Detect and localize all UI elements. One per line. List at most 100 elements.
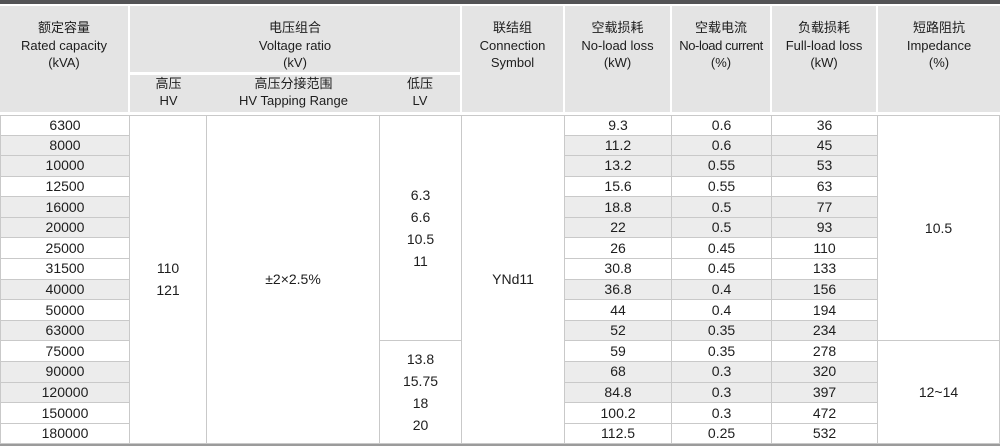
header-line-en: HV [159,93,178,108]
header-line-zh: 额定容量 [37,20,90,35]
cell-no-load-loss: 26 [565,238,673,260]
cell-lv-voltage-group2: 13.8 15.75 18 20 [380,341,463,445]
header-line-unit: (kVA) [48,55,80,70]
cell-no-load-loss: 112.5 [565,423,673,445]
header-line-en: Symbol [490,55,535,70]
cell-no-load-current: 0.25 [672,423,773,445]
cell-rated-capacity: 40000 [0,279,130,301]
cell-full-load-loss: 93 [772,217,879,239]
cell-no-load-loss: 36.8 [565,279,673,301]
table-row: 8000 11.2 0.6 45 [0,135,1000,157]
table-top-border [0,0,1000,4]
header-line-zh: 短路阻抗 [913,20,966,35]
cell-rated-capacity: 180000 [0,423,130,445]
cell-full-load-loss: 532 [772,423,879,445]
cell-full-load-loss: 234 [772,320,879,342]
header-line-en: Voltage ratio [258,37,332,53]
header-line-zh: 负载损耗 [798,20,851,35]
cell-impedance-group1: 10.5 [878,114,1001,342]
header-line-en: No-load loss [581,37,654,53]
header-line-unit: (%) [710,55,732,70]
cell-full-load-loss: 53 [772,156,879,177]
table-row: 150000 100.2 0.3 472 [0,403,1000,424]
header-line-en: Rated capacity [21,37,107,53]
header-line-zh: 联结组 [493,20,533,35]
cell-no-load-current: 0.3 [672,382,773,404]
cell-full-load-loss: 110 [772,238,879,260]
header-line-unit: (%) [928,55,950,70]
cell-no-load-current: 0.4 [672,300,773,321]
table-row: 180000 112.5 0.25 532 [0,423,1000,445]
cell-no-load-loss: 30.8 [565,259,673,280]
header-line-en: Full-load loss [785,37,863,53]
cell-no-load-current: 0.35 [672,341,773,363]
col-header-voltage-ratio-group: 电压组合 Voltage ratio (kV) [130,6,463,75]
cell-rated-capacity: 6300 [0,114,130,136]
cell-rated-capacity: 12500 [0,176,130,198]
cell-hv-tapping-range: ±2×2.5% [207,114,380,445]
col-header-rated-capacity: 额定容量 Rated capacity (kVA) [0,6,130,115]
cell-no-load-loss: 68 [565,362,673,383]
cell-no-load-current: 0.6 [672,135,773,157]
table-row: 25000 26 0.45 110 [0,238,1000,260]
table-row: 75000 13.8 15.75 18 20 59 0.35 278 12~14 [0,341,1001,445]
cell-rated-capacity: 8000 [0,135,130,157]
col-header-full-load-loss: 负载损耗 Full-load loss (kW) [772,6,879,115]
table-row: 90000 68 0.3 320 [0,362,1000,383]
cell-no-load-loss: 15.6 [565,176,673,198]
header-line-zh: 高压 [155,75,182,91]
cell-no-load-current: 0.5 [672,197,773,218]
cell-no-load-current: 0.3 [672,362,773,383]
col-header-connection-symbol: 联结组 Connection Symbol [462,6,566,115]
col-header-lv: 低压 LV [380,74,463,115]
table-row: 12500 15.6 0.55 63 [0,176,1000,198]
cell-no-load-loss: 59 [565,341,673,363]
cell-no-load-loss: 11.2 [565,135,673,157]
cell-no-load-current: 0.55 [672,156,773,177]
cell-rated-capacity: 50000 [0,300,130,321]
cell-impedance-group2: 12~14 [878,341,1001,445]
header-line-en: Connection [479,37,546,53]
cell-no-load-loss: 52 [565,320,673,342]
col-header-hv: 高压 HV [130,74,207,115]
cell-no-load-current: 0.45 [672,259,773,280]
table-row: 20000 22 0.5 93 [0,217,1000,239]
cell-no-load-loss: 18.8 [565,197,673,218]
cell-no-load-loss: 84.8 [565,382,673,404]
header-line-unit: (kV) [283,55,307,70]
cell-rated-capacity: 20000 [0,217,130,239]
header-line-zh: 空载电流 [695,20,748,35]
cell-hv-voltage: 110 121 [130,114,207,445]
cell-full-load-loss: 397 [772,382,879,404]
col-header-impedance: 短路阻抗 Impedance (%) [878,6,1001,115]
cell-full-load-loss: 133 [772,259,879,280]
cell-rated-capacity: 75000 [0,341,130,363]
cell-full-load-loss: 320 [772,362,879,383]
table-row: 50000 44 0.4 194 [0,300,1000,321]
header-line-zh: 电压组合 [269,20,322,35]
header-line-en: Impedance [906,37,972,53]
cell-rated-capacity: 90000 [0,362,130,383]
cell-no-load-loss: 100.2 [565,403,673,424]
cell-full-load-loss: 45 [772,135,879,157]
cell-connection-symbol: YNd11 [462,114,566,445]
table-row: 10000 13.2 0.55 53 [0,156,1000,177]
cell-rated-capacity: 16000 [0,197,130,218]
cell-no-load-current: 0.5 [672,217,773,239]
cell-no-load-loss: 13.2 [565,156,673,177]
cell-rated-capacity: 31500 [0,259,130,280]
header-row-1: 额定容量 Rated capacity (kVA) 电压组合 Voltage r… [0,6,1001,115]
cell-rated-capacity: 150000 [0,403,130,424]
table-row: 120000 84.8 0.3 397 [0,382,1000,404]
table-row: 6300 110 121 ±2×2.5% 6.3 6.6 10.5 11 YNd11 9.… [0,114,1001,445]
cell-full-load-loss: 63 [772,176,879,198]
header-line-en: No-load current [679,37,763,53]
header-line-en: HV Tapping Range [239,93,348,108]
spec-table-header: 额定容量 Rated capacity (kVA) 电压组合 Voltage r… [0,6,1001,115]
cell-full-load-loss: 194 [772,300,879,321]
spec-table: 额定容量 Rated capacity (kVA) 电压组合 Voltage r… [0,6,1001,445]
table-row: 63000 52 0.35 234 [0,320,1000,342]
header-line-zh: 高压分接范围 [254,75,333,91]
header-line-en: LV [412,93,428,108]
